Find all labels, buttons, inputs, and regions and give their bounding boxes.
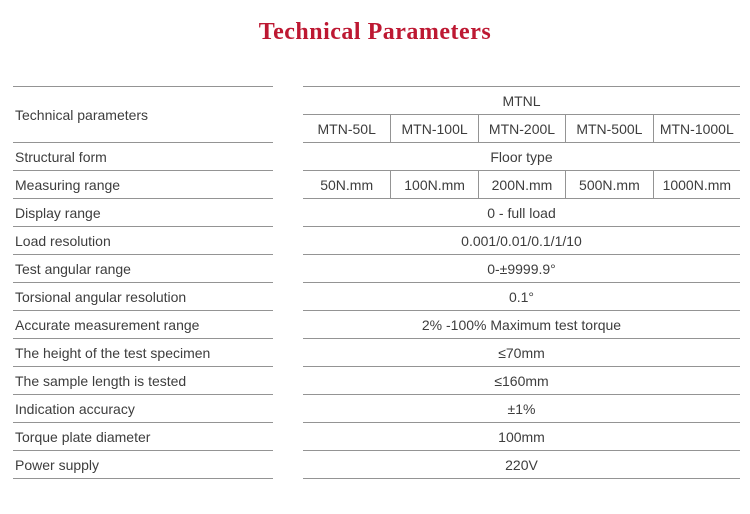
range-value-cell: 50N.mm	[320, 176, 374, 193]
parameter-label: The sample length is tested	[13, 367, 273, 395]
range-value-cell: 100N.mm	[390, 171, 477, 198]
parameter-label: Accurate measurement range	[13, 311, 273, 339]
parameter-label: Power supply	[13, 451, 273, 479]
left-column: Technical parameters Structural form Measu…	[13, 86, 273, 479]
range-value-cell: 200N.mm	[477, 171, 565, 198]
parameter-label: Display range	[13, 199, 273, 227]
page-title: Technical Parameters	[258, 19, 492, 45]
parameter-label: The height of the test specimen	[13, 339, 273, 367]
parameter-value: 100mm	[303, 423, 740, 451]
model-name-cell: MTN-50L	[317, 120, 376, 137]
parameter-value: ≤160mm	[303, 367, 740, 395]
parameter-label: Test angular range	[13, 255, 273, 283]
parameter-label: Structural form	[13, 143, 273, 171]
parameter-label: Indication accuracy	[13, 395, 273, 423]
model-name-cell: MTN-1000L	[652, 115, 740, 142]
model-name-cell: MTN-200L	[477, 115, 565, 142]
parameter-value: ±1%	[303, 395, 740, 423]
series-name: MTNL	[303, 87, 740, 115]
model-name-cell: MTN-100L	[390, 115, 477, 142]
technical-parameters-table: Technical parameters Structural form Measu…	[13, 86, 740, 479]
parameter-value: Floor type	[303, 143, 740, 171]
parameter-value: 0.1°	[303, 283, 740, 311]
model-row: MTN-50L MTN-100L MTN-200L MTN-500L MTN-1000L	[303, 115, 740, 143]
parameter-label: Torque plate diameter	[13, 423, 273, 451]
parameter-value: 0 - full load	[303, 199, 740, 227]
parameter-value: ≤70mm	[303, 339, 740, 367]
parameter-value: 0.001/0.01/0.1/1/10	[303, 227, 740, 255]
measuring-range-row: 50N.mm 100N.mm 200N.mm 500N.mm 1000N.mm	[303, 171, 740, 199]
parameter-value: 0-±9999.9°	[303, 255, 740, 283]
parameter-value: 2% -100% Maximum test torque	[303, 311, 740, 339]
range-value-cell: 1000N.mm	[652, 171, 740, 198]
right-column: MTNL MTN-50L MTN-100L MTN-200L MTN-500L MTN-1…	[303, 86, 740, 479]
range-value-cell: 500N.mm	[565, 171, 652, 198]
model-name-cell: MTN-500L	[565, 115, 652, 142]
parameter-label: Measuring range	[13, 171, 273, 199]
parameter-label: Torsional angular resolution	[13, 283, 273, 311]
parameter-label: Load resolution	[13, 227, 273, 255]
parameter-value: 220V	[303, 451, 740, 479]
parameter-label-header: Technical parameters	[13, 87, 273, 143]
